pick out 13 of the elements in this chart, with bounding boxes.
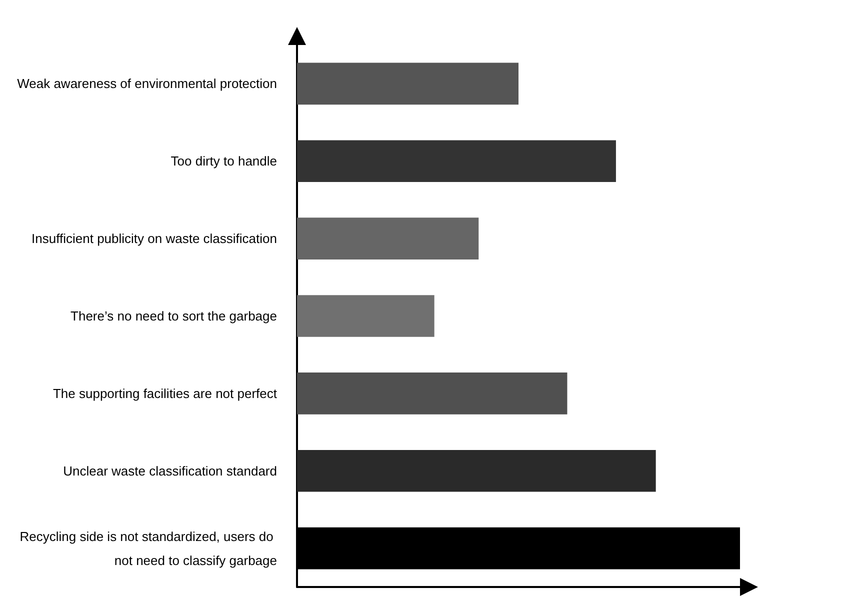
y-tick-label: The supporting facilities are not perfect <box>52 386 278 401</box>
y-tick-label: Too dirty to handle <box>170 154 277 169</box>
bar <box>297 140 616 182</box>
bar <box>297 450 656 492</box>
y-tick-label: Insufficient publicity on waste classification <box>32 231 277 246</box>
y-tick-label: Weak awareness of environmental protection <box>17 76 277 92</box>
y-tick-label: Recycling side is not standardized, users do not need to classify garbage <box>20 528 277 568</box>
bar <box>297 295 434 337</box>
y-tick-label: Unclear waste classification standard <box>63 463 277 478</box>
bar <box>297 372 568 414</box>
bar <box>297 218 479 260</box>
y-tick-label: There’s no need to sort the garbage <box>70 308 277 324</box>
bar <box>297 62 518 105</box>
